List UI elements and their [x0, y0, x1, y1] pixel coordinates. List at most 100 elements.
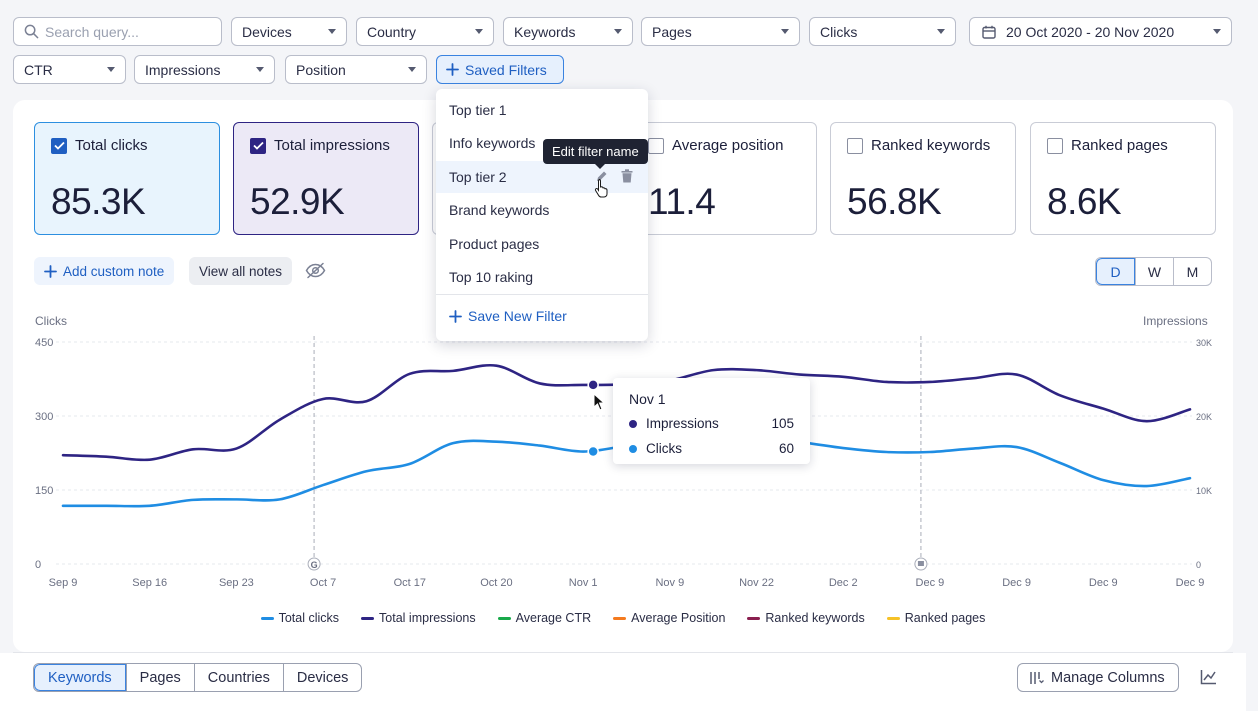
checkbox-icon[interactable] — [648, 137, 664, 154]
metric-value: 85.3K — [51, 181, 146, 222]
tooltip-series-value: 105 — [771, 416, 794, 431]
saved-filter-label: Top tier 2 — [449, 169, 507, 185]
legend-item-total-impressions[interactable]: Total impressions — [361, 611, 476, 625]
legend-label: Total clicks — [278, 611, 340, 625]
devices-dropdown[interactable]: Devices — [231, 17, 347, 46]
trash-icon[interactable] — [621, 169, 633, 183]
chevron-down-icon — [781, 29, 789, 34]
metric-name: Total clicks — [75, 137, 148, 154]
metric-value: 56.8K — [847, 181, 942, 222]
saved-filter-item[interactable]: Product pages — [449, 236, 540, 252]
legend-swatch — [260, 616, 274, 620]
add-custom-note-button[interactable]: Add custom note — [34, 257, 175, 285]
keywords-dropdown[interactable]: Keywords — [503, 17, 633, 46]
date-range-label: 20 Oct 2020 - 20 Nov 2020 — [1006, 23, 1175, 40]
chevron-down-icon — [614, 29, 622, 34]
legend-item-total-clicks[interactable]: Total clicks — [260, 611, 340, 625]
legend-item-average-ctr[interactable]: Average CTR — [497, 611, 592, 625]
legend-label: Average Position — [631, 611, 726, 625]
saved-filter-item[interactable]: Info keywords — [449, 135, 536, 151]
columns-icon — [1030, 671, 1044, 684]
metric-value: 52.9K — [250, 181, 345, 222]
pages-dropdown[interactable]: Pages — [641, 17, 800, 46]
metric-label: Ranked keywords — [847, 137, 990, 154]
ctr-label: CTR — [24, 61, 53, 78]
impressions-dropdown[interactable]: Impressions — [134, 55, 275, 84]
chart-tooltip: Nov 1 Impressions 105 Clicks 60 — [613, 378, 810, 464]
chart-legend: Total clicks Total impressions Average C… — [0, 611, 1246, 625]
calendar-icon — [982, 25, 996, 39]
manage-columns-button[interactable]: Manage Columns — [1017, 663, 1179, 692]
metric-name: Ranked keywords — [871, 137, 991, 154]
chevron-down-icon — [408, 67, 416, 72]
eye-off-icon[interactable] — [305, 262, 326, 284]
granularity-day[interactable]: D — [1096, 258, 1135, 285]
save-new-filter-label: Save New Filter — [468, 308, 567, 324]
tab-countries[interactable]: Countries — [193, 664, 283, 691]
legend-swatch — [497, 616, 511, 620]
tooltip-row-clicks: Clicks 60 — [629, 441, 794, 456]
tooltip-series-name: Impressions — [646, 416, 719, 431]
saved-filters-button[interactable]: Saved Filters — [436, 55, 564, 84]
metric-card-total-impressions[interactable]: Total impressions 52.9K — [233, 122, 419, 235]
saved-filter-item-hovered[interactable]: Top tier 2 — [436, 161, 648, 193]
mouse-cursor-icon — [593, 392, 606, 416]
metric-label: Ranked pages — [1047, 137, 1168, 154]
plus-icon — [44, 264, 57, 278]
view-all-notes-button[interactable]: View all notes — [189, 257, 293, 285]
checkbox-icon[interactable] — [1047, 137, 1063, 154]
keywords-label: Keywords — [514, 23, 576, 40]
position-label: Position — [296, 61, 346, 78]
legend-label: Ranked pages — [904, 611, 986, 625]
metric-card-ranked-pages[interactable]: Ranked pages 8.6K — [1030, 122, 1216, 235]
saved-filter-item[interactable]: Top 10 raking — [449, 269, 534, 285]
chevron-down-icon — [328, 29, 336, 34]
right-axis-title: Impressions — [1143, 314, 1208, 328]
legend-swatch — [747, 616, 761, 620]
metric-label: Average position — [648, 137, 783, 154]
tab-devices[interactable]: Devices — [282, 664, 362, 691]
chevron-down-icon — [256, 67, 264, 72]
chevron-down-icon — [475, 29, 483, 34]
saved-filter-item[interactable]: Brand keywords — [449, 202, 550, 218]
granularity-week[interactable]: W — [1135, 258, 1173, 285]
clicks-dot-icon — [629, 444, 637, 453]
checkbox-icon[interactable] — [847, 137, 863, 154]
add-note-label: Add custom note — [63, 263, 165, 279]
tooltip-row-impressions: Impressions 105 — [629, 416, 794, 431]
metric-card-ranked-keywords[interactable]: Ranked keywords 56.8K — [830, 122, 1016, 235]
checkbox-checked-icon[interactable] — [250, 137, 266, 154]
clicks-label: Clicks — [820, 23, 858, 40]
impressions-dot-icon — [629, 419, 637, 428]
granularity-month[interactable]: M — [1173, 258, 1211, 285]
checkbox-checked-icon[interactable] — [51, 137, 67, 154]
metric-value: 8.6K — [1047, 181, 1122, 222]
metric-card-total-clicks[interactable]: Total clicks 85.3K — [34, 122, 220, 235]
legend-item-average-position[interactable]: Average Position — [613, 611, 725, 625]
ctr-dropdown[interactable]: CTR — [13, 55, 126, 84]
country-label: Country — [367, 23, 417, 40]
plus-icon — [446, 63, 459, 76]
search-icon — [24, 24, 39, 39]
date-range-picker[interactable]: 20 Oct 2020 - 20 Nov 2020 — [969, 17, 1232, 46]
metric-name: Total impressions — [274, 137, 390, 154]
search-placeholder: Search query... — [45, 23, 139, 40]
legend-item-ranked-keywords[interactable]: Ranked keywords — [747, 611, 865, 625]
search-input[interactable]: Search query... — [13, 17, 222, 46]
tab-keywords[interactable]: Keywords — [34, 664, 126, 691]
position-dropdown[interactable]: Position — [285, 55, 427, 84]
save-new-filter-button[interactable]: Save New Filter — [436, 300, 648, 332]
chart-toggle-icon[interactable] — [1200, 669, 1217, 690]
devices-label: Devices — [242, 23, 292, 40]
metric-name: Average position — [672, 137, 784, 154]
legend-label: Average CTR — [515, 611, 592, 625]
bottom-tabs: Keywords Pages Countries Devices — [33, 663, 363, 692]
granularity-toggle[interactable]: D W M — [1095, 257, 1212, 286]
metric-card-average-position[interactable]: Average position 11.4 — [631, 122, 817, 235]
clicks-dropdown[interactable]: Clicks — [809, 17, 956, 46]
saved-filter-item[interactable]: Top tier 1 — [449, 102, 507, 118]
country-dropdown[interactable]: Country — [356, 17, 494, 46]
tab-pages[interactable]: Pages — [125, 664, 194, 691]
legend-item-ranked-pages[interactable]: Ranked pages — [886, 611, 986, 625]
pencil-icon[interactable] — [595, 170, 608, 183]
